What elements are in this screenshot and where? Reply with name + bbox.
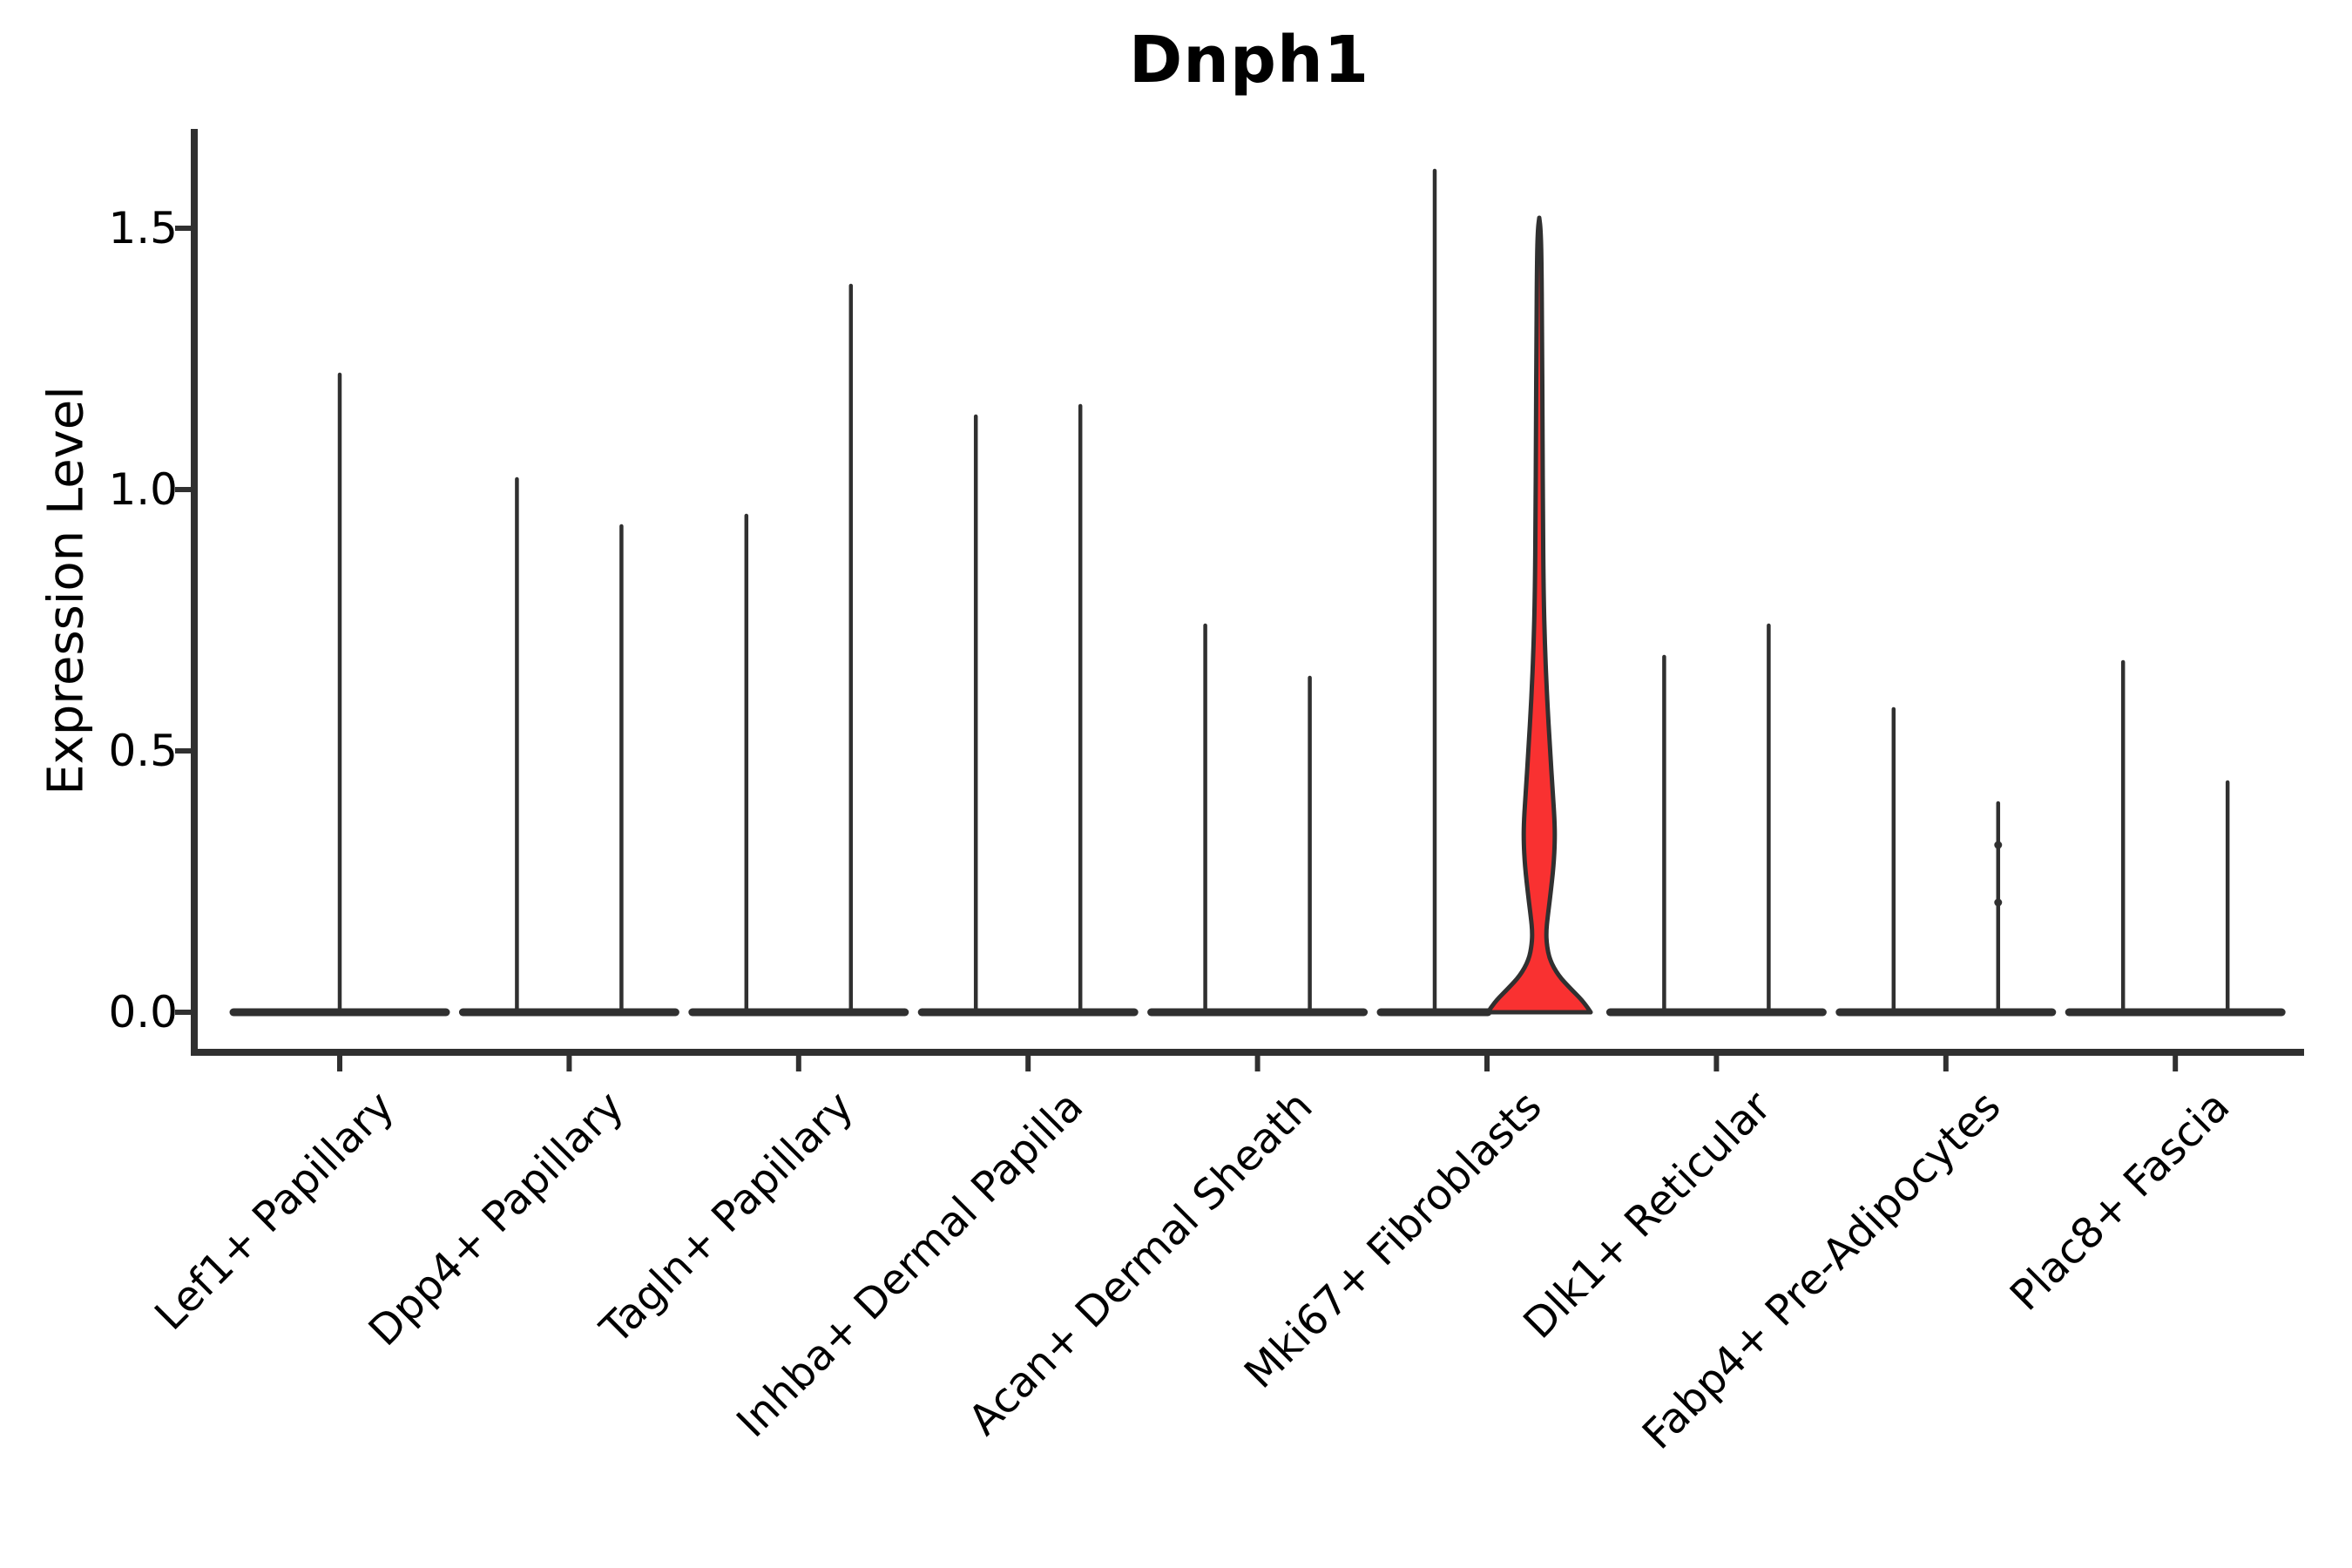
ytick-label-0-0: 0.0 (108, 987, 178, 1037)
ytick-label-1-5: 1.5 (108, 203, 178, 253)
highlighted-violin (1485, 215, 1593, 1015)
expression-dot (1994, 841, 2003, 849)
ytick-label-0-5: 0.5 (108, 726, 178, 776)
y-axis-label: Expression Level (37, 386, 95, 795)
ytick-label-1-0: 1.0 (108, 464, 178, 515)
chart-title: Dnph1 (1128, 23, 1370, 98)
expression-dot (1994, 898, 2003, 907)
